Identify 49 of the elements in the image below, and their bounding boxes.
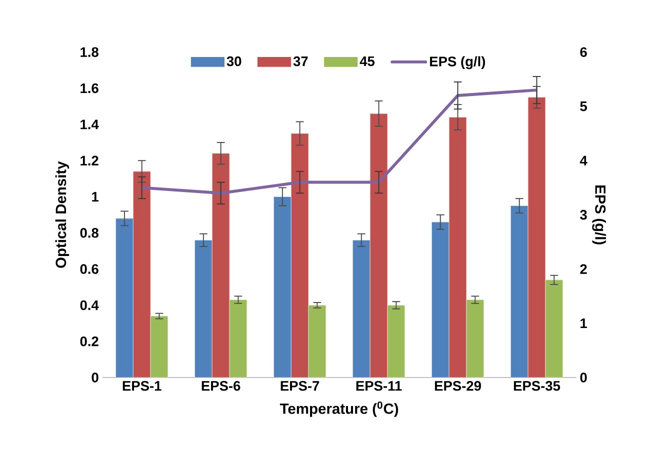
y2-tick-label: 1 — [580, 318, 587, 328]
bar — [229, 300, 248, 378]
y-tick-label: 1.8 — [80, 47, 98, 58]
bar — [387, 305, 406, 378]
y-tick-label: 1 — [92, 192, 99, 202]
y-tick-label: 0.4 — [80, 300, 99, 310]
bar — [116, 218, 134, 378]
x-tick-label: EPS-6 — [202, 381, 240, 391]
bar — [545, 280, 564, 378]
x-axis-title: Temperature ($^{0}$C) — [280, 402, 398, 417]
y-tick-label: 0 — [92, 372, 98, 382]
x-tick-label: EPS-1 — [122, 381, 162, 391]
bar — [528, 97, 546, 378]
bar — [132, 171, 151, 378]
bar — [466, 300, 484, 378]
x-tick-label: EPS-29 — [434, 381, 481, 391]
bar — [290, 133, 309, 378]
y-axis-title: Optical Density — [55, 161, 70, 268]
y2-tick-label: 4 — [580, 156, 588, 166]
bar — [510, 206, 528, 378]
x-tick-label: EPS-7 — [280, 381, 320, 391]
bar — [150, 316, 168, 378]
y2-tick-label: 0 — [580, 372, 587, 382]
line-series — [140, 88, 538, 195]
y2-tick-label: 6 — [580, 47, 587, 58]
legend-label: 45 — [360, 56, 375, 66]
legend-label: 30 — [226, 56, 242, 66]
y-tick-label: 1.4 — [80, 120, 99, 130]
bar — [212, 153, 230, 378]
bar — [352, 240, 370, 378]
y2-tick-label: 3 — [580, 210, 587, 220]
y-tick-label: 0.8 — [80, 228, 98, 238]
x-tick-label: EPS-35 — [514, 381, 560, 391]
legend-label: EPS (g/l) — [430, 56, 486, 70]
bar — [308, 305, 326, 378]
bar — [432, 222, 450, 378]
y2-tick-label: 2 — [580, 264, 587, 274]
y-tick-label: 0.6 — [80, 264, 98, 274]
y-tick-label: 1.6 — [80, 83, 98, 94]
bar — [274, 196, 292, 378]
y-tick-label: 0.2 — [80, 336, 98, 346]
y2-axis-title: EPS (g/l) — [592, 186, 606, 244]
bar — [194, 240, 212, 378]
y-tick-label: 1.2 — [80, 156, 98, 166]
bar — [370, 113, 388, 378]
y2-tick-label: 5 — [580, 102, 587, 112]
bar — [448, 117, 467, 378]
legend-label: 37 — [293, 56, 308, 66]
x-tick-label: EPS-11 — [356, 381, 402, 391]
